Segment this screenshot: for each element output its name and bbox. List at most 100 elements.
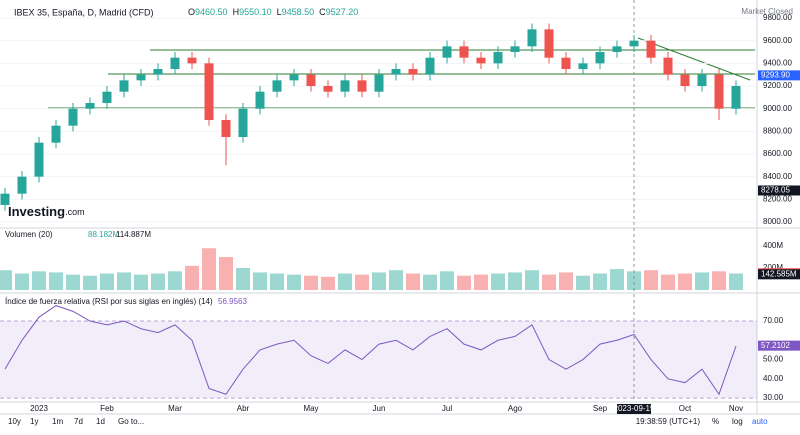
candle-body — [527, 29, 537, 47]
candle-body — [102, 91, 112, 104]
volume-bar — [100, 273, 114, 290]
candle-body — [425, 57, 435, 75]
range-button[interactable]: 1m — [52, 417, 63, 426]
candle-body — [612, 46, 622, 53]
ohlc-number: 9458.50 — [282, 7, 315, 17]
volume-bar — [525, 270, 539, 290]
volume-bar — [491, 273, 505, 290]
volume-bar — [134, 274, 148, 290]
y-tick-label: 8800.00 — [763, 126, 792, 135]
volume-bar — [117, 272, 131, 290]
price-tag-label: 142.585M — [761, 269, 797, 278]
range-button[interactable]: 7d — [74, 417, 83, 426]
volume-bar — [440, 271, 454, 290]
x-tick-label: Feb — [100, 404, 114, 413]
ohlc-values: O9460.50 H9550.10 L9458.50 C9527.20 — [188, 7, 358, 17]
volume-bar — [712, 271, 726, 290]
candle-body — [34, 142, 44, 177]
volume-bar — [627, 271, 641, 290]
y-tick-label: 9800.00 — [763, 13, 792, 22]
price-tag — [758, 340, 800, 351]
range-button[interactable]: 1d — [96, 417, 105, 426]
candle-body — [153, 69, 163, 75]
y-tick-label: 8000.00 — [763, 217, 792, 226]
price-tag-label: 57.2102 — [761, 341, 790, 350]
candle-body — [17, 176, 27, 194]
scale-option[interactable]: auto — [752, 417, 768, 426]
candle-body — [187, 57, 197, 64]
candle-body — [306, 74, 316, 87]
candle-body — [340, 80, 350, 92]
logo-text: Investing — [8, 204, 65, 219]
candle-body — [272, 80, 282, 92]
volume-bar — [270, 273, 284, 290]
crosshair-tag — [617, 404, 651, 414]
x-tick-label: Jun — [373, 404, 386, 413]
volume-bar — [338, 273, 352, 290]
rsi-title: Índice de fuerza relativa (RSI por sus s… — [5, 297, 213, 306]
y-tick-label: 9400.00 — [763, 58, 792, 67]
scale-option[interactable]: log — [732, 417, 743, 426]
x-tick-label: 2023-09-19 — [614, 404, 655, 413]
candle-body — [51, 125, 61, 143]
trend-line — [637, 37, 751, 81]
volume-bar — [389, 270, 403, 290]
volume-bar — [661, 274, 675, 290]
volume-bar — [593, 273, 607, 290]
price-tag — [758, 70, 800, 81]
logo-suffix: .com — [65, 207, 85, 217]
candle-body — [697, 74, 707, 87]
candle-body — [289, 74, 299, 81]
rsi-value: 56.9563 — [218, 297, 247, 306]
volume-bar — [729, 273, 743, 290]
candle-body — [238, 108, 248, 138]
y-tick-label: 9000.00 — [763, 104, 792, 113]
rsi-line — [4, 305, 737, 396]
x-tick-label: Abr — [237, 404, 250, 413]
volume-bar — [253, 272, 267, 290]
volume-bar — [83, 275, 97, 290]
candle-body — [459, 46, 469, 58]
range-button[interactable]: 1y — [30, 417, 38, 426]
y-tick-label: 400M — [763, 241, 783, 250]
range-button[interactable]: 10y — [8, 417, 21, 426]
volume-bar — [542, 274, 556, 290]
volume-bar — [15, 273, 29, 290]
candle-body — [0, 193, 10, 205]
goto-button[interactable]: Go to... — [118, 417, 144, 426]
y-tick-label: 8200.00 — [763, 194, 792, 203]
y-tick-label: 70.00 — [763, 316, 784, 325]
candle-body — [646, 40, 656, 58]
volume-title: Volumen (20) — [5, 230, 53, 239]
y-tick-label: 9200.00 — [763, 81, 792, 90]
price-tag-label: 8278.05 — [761, 186, 790, 195]
scale-option[interactable]: % — [712, 417, 719, 426]
x-tick-label: Ago — [508, 404, 523, 413]
volume-bar — [32, 271, 46, 290]
volume-bar — [185, 265, 199, 290]
ohlc-key: L — [277, 7, 282, 17]
candle-body — [408, 69, 418, 75]
y-tick-label: 9600.00 — [763, 36, 792, 45]
x-tick-label: Jul — [442, 404, 452, 413]
candle-body — [680, 74, 690, 87]
volume-bar — [355, 274, 369, 290]
y-tick-label: 8400.00 — [763, 172, 792, 181]
y-tick-label: 40.00 — [763, 374, 784, 383]
ohlc-number: 9527.20 — [326, 7, 359, 17]
toolbar-items: 10y 1y 1m 7d 1d Go to... 19:38:59 (UTC+1)% log a… — [8, 417, 768, 426]
volume-bar — [474, 274, 488, 290]
candle-body — [714, 74, 724, 109]
candle-body — [204, 63, 214, 121]
candle-body — [544, 29, 554, 58]
candle-body — [629, 40, 639, 47]
volume-bar — [559, 272, 573, 290]
candle-body — [578, 63, 588, 70]
candle-body — [357, 80, 367, 92]
candle-body — [170, 57, 180, 70]
volume-bar — [423, 274, 437, 290]
volume-bar — [406, 273, 420, 290]
volume-bar — [66, 274, 80, 290]
